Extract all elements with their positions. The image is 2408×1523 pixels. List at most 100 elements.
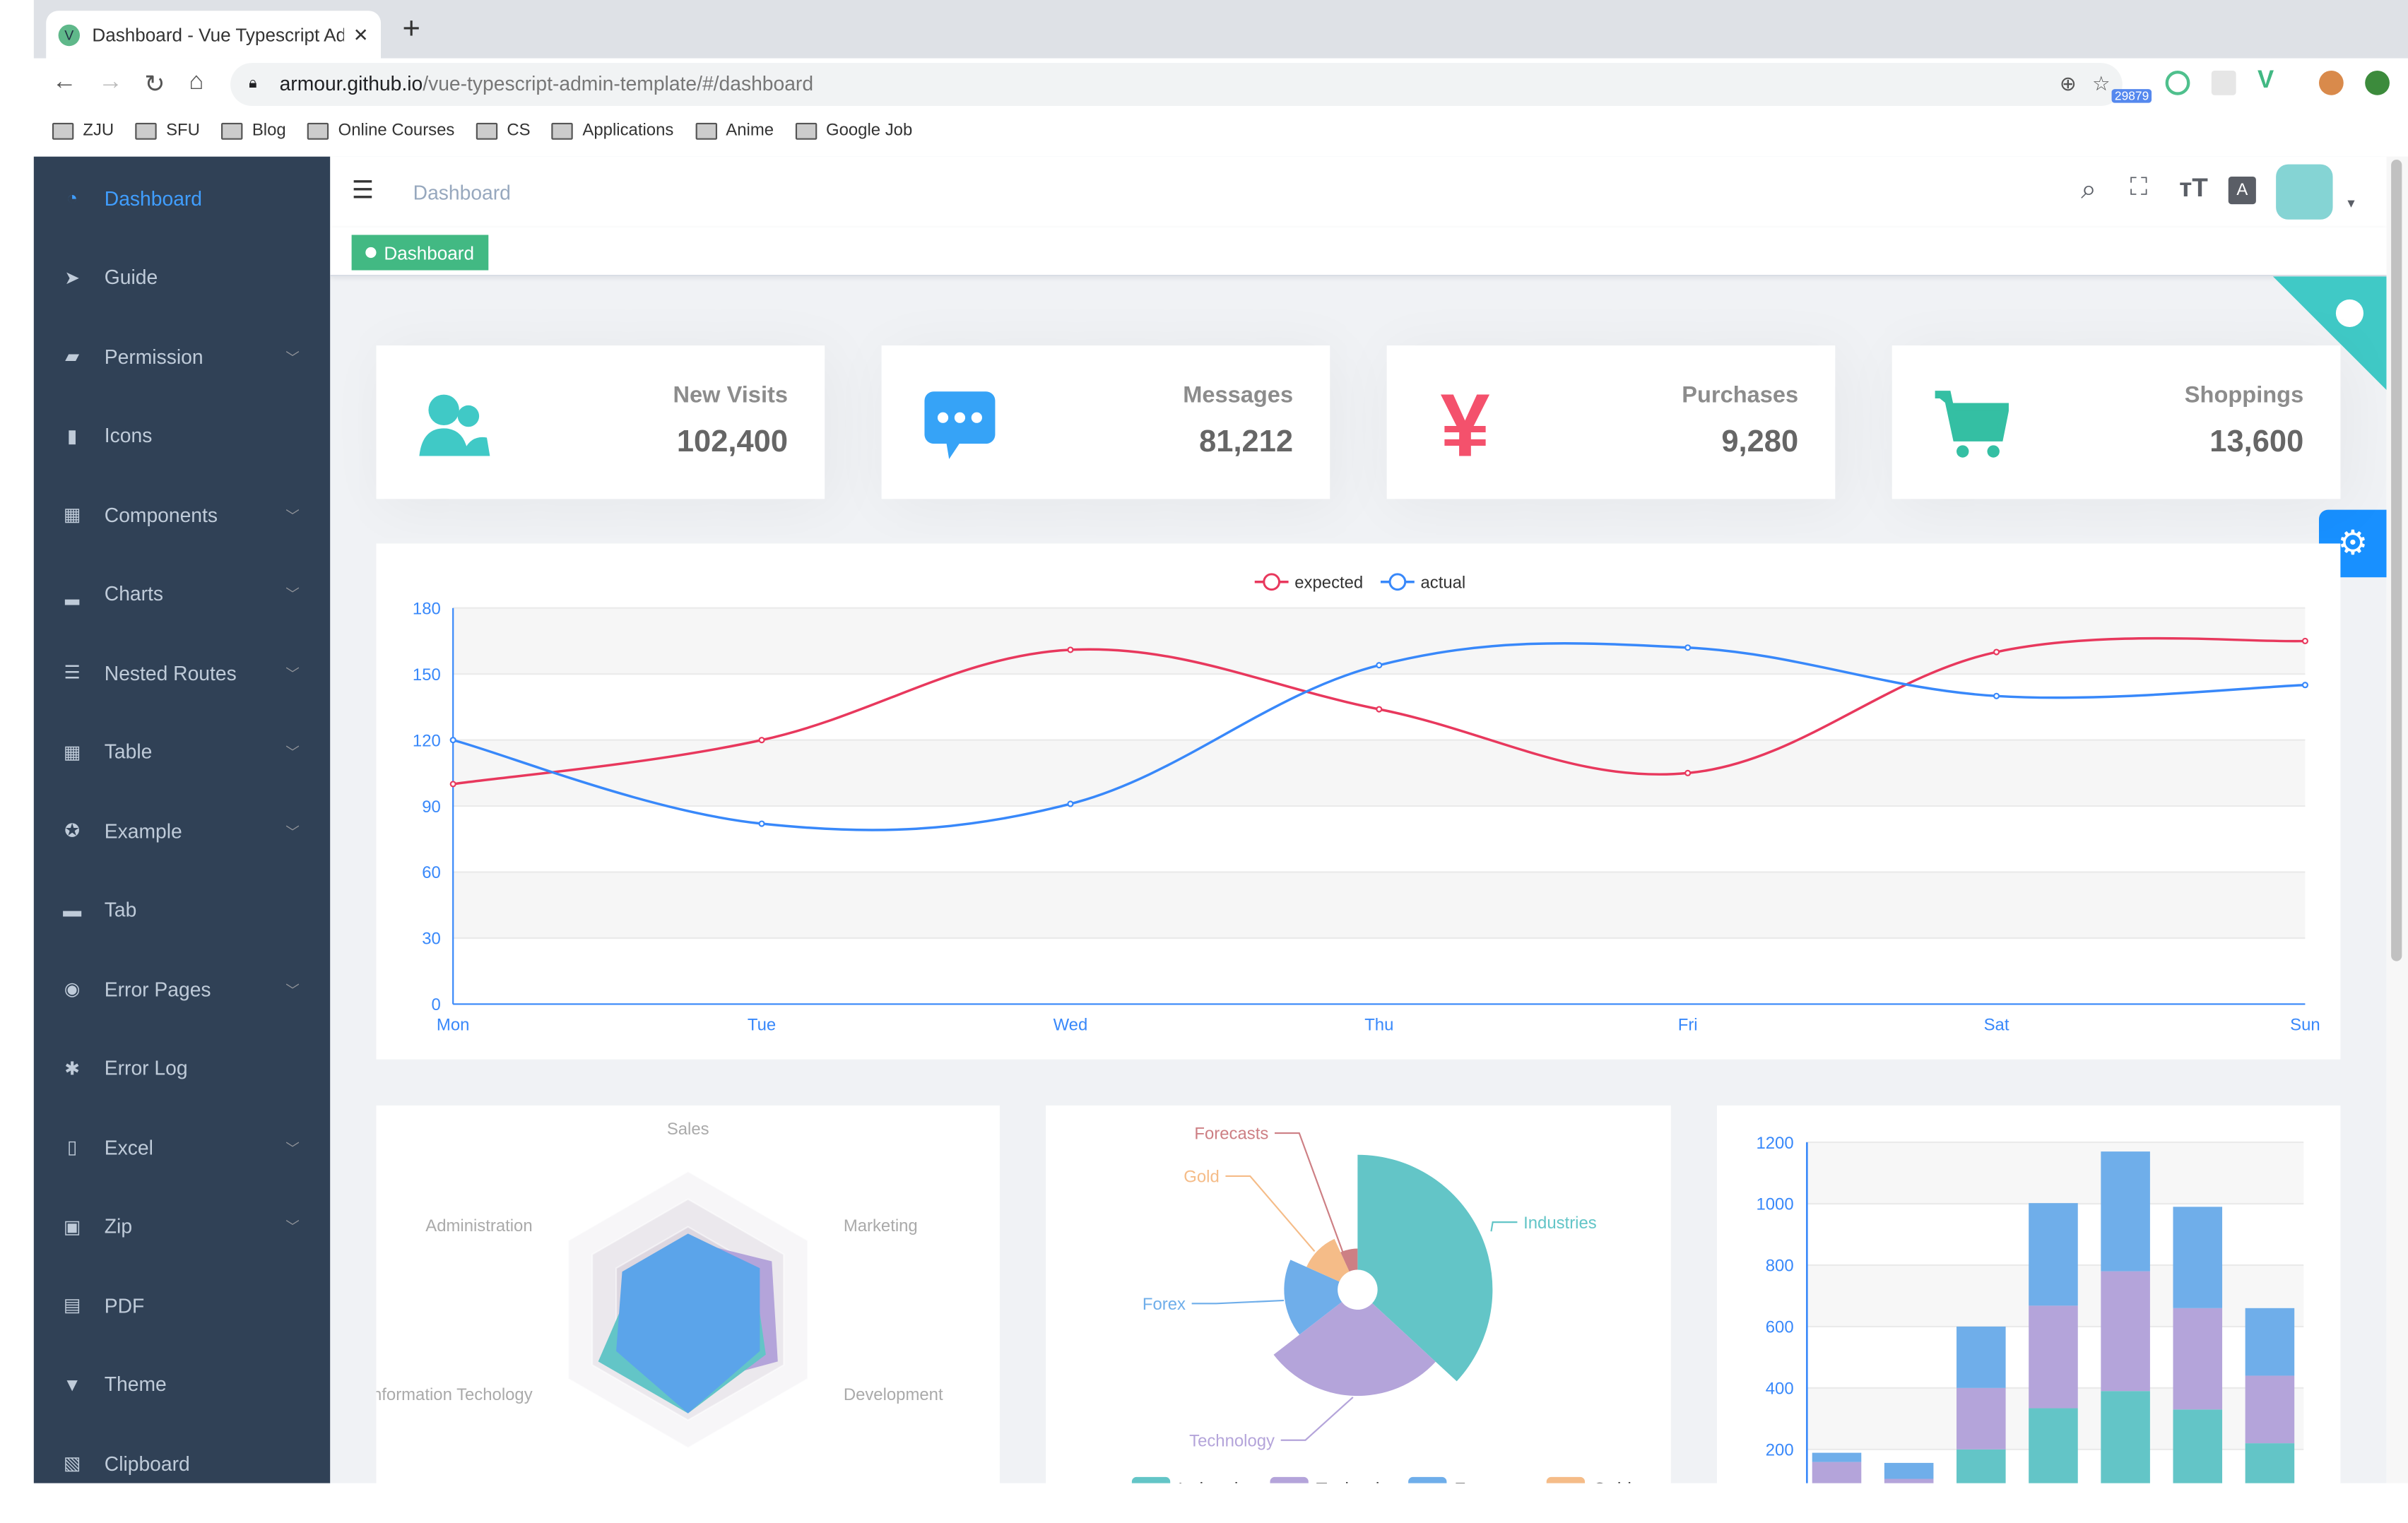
sidebar-item-dashboard[interactable]: ◔ Dashboard <box>34 160 330 237</box>
x-tick-label: Sat <box>1984 1015 2009 1034</box>
bookmark-item[interactable]: CS <box>476 122 531 140</box>
back-icon[interactable]: ← <box>52 69 77 95</box>
stat-card-messages[interactable]: Messages 81,212 <box>881 345 1330 499</box>
bar-segment <box>2101 1271 2150 1392</box>
sidebar-item-zip[interactable]: ▣ Zip ﹀ <box>34 1187 330 1264</box>
bookmark-star-icon[interactable]: ☆ <box>2092 72 2111 95</box>
sidebar-item-permission[interactable]: ▰ Permission ﹀ <box>34 318 330 395</box>
sidebar-item-label: Permission <box>104 344 203 368</box>
bookmark-item[interactable]: Anime <box>695 122 774 140</box>
sidebar-item-components[interactable]: ▦ Components ﹀ <box>34 476 330 553</box>
bookmark-item[interactable]: SFU <box>135 122 200 140</box>
stat-card-new-visits[interactable]: New Visits 102,400 <box>376 345 825 499</box>
y-tick-label: 1200 <box>1756 1134 1793 1153</box>
data-point <box>449 781 456 788</box>
svg-text:¥: ¥ <box>1440 386 1489 463</box>
y-tick-label: 90 <box>422 798 441 817</box>
pie-slice-industries <box>1357 1154 1493 1382</box>
data-point <box>1993 692 2000 699</box>
y-tick-label: 180 <box>413 599 441 618</box>
radar-indicator-label: Information Techology <box>377 1385 533 1404</box>
tag-dashboard[interactable]: Dashboard <box>351 235 488 271</box>
bookmark-item[interactable]: Google Job <box>795 122 912 140</box>
pie-label: Forecasts <box>1194 1125 1268 1144</box>
grammarly-extension-icon[interactable] <box>2165 70 2190 95</box>
bar-segment <box>1884 1478 1934 1483</box>
bookmark-item[interactable]: Blog <box>221 121 286 140</box>
chevron-down-icon: ﹀ <box>285 349 300 365</box>
y-tick-label: 200 <box>1766 1440 1794 1459</box>
chevron-down-icon: ﹀ <box>285 665 300 681</box>
sidebar-item-label: Table <box>104 740 153 764</box>
browser-tab[interactable]: V Dashboard - Vue Typescript Admin Templ… <box>46 11 382 59</box>
sidebar-item-label: Dashboard <box>104 186 203 210</box>
pie-label-line <box>1225 1175 1316 1252</box>
theme-icon: ▼ <box>63 1373 82 1395</box>
sidebar-item-label: Zip <box>104 1214 133 1238</box>
components-icon: ▦ <box>63 503 81 526</box>
sidebar-item-error-log[interactable]: ✱ Error Log <box>34 1029 330 1106</box>
bookmark-item[interactable]: Applications <box>551 122 673 140</box>
404-icon: ◉ <box>64 978 81 1000</box>
sidebar: ◔ Dashboard ➤ Guide ▰ Permission ﹀ ▮ Icons ▦ Compo… <box>33 156 331 1483</box>
sidebar-item-table[interactable]: ▦ Table ﹀ <box>34 713 330 790</box>
scrollbar-thumb[interactable] <box>2391 160 2402 961</box>
bar-segment <box>2029 1408 2078 1483</box>
stat-card-purchases[interactable]: ¥ Purchases 9,280 <box>1386 345 1836 499</box>
url-bar[interactable]: 🔒︎ armour.github.io/vue-typescript-admin… <box>230 63 2123 106</box>
main-content: ☰ Dashboard ⌕ ⛶ тT A ▼ Dashboard ⚙ New V… <box>330 156 2387 1483</box>
reload-icon[interactable]: ↻ <box>144 72 165 99</box>
x-tick-label: Mon <box>437 1015 469 1034</box>
extension-badge[interactable]: 29879 <box>2111 89 2152 103</box>
dashboard-icon: ◔ <box>66 187 78 209</box>
sidebar-item-example[interactable]: ✪ Example ﹀ <box>34 793 330 870</box>
sidebar-item-label: Error Log <box>104 1056 188 1079</box>
github-corner-icon[interactable] <box>2272 276 2387 391</box>
bookmark-label: Online Courses <box>338 121 455 140</box>
hamburger-icon[interactable]: ☰ <box>351 178 374 205</box>
chart-icon: ▂ <box>65 582 80 605</box>
update-icon[interactable] <box>2365 70 2390 95</box>
new-tab-icon[interactable]: + <box>402 12 420 47</box>
profile-avatar[interactable] <box>2318 70 2344 95</box>
react-extension-icon[interactable] <box>2211 70 2236 95</box>
vue-devtools-icon[interactable]: V <box>2258 67 2274 94</box>
sidebar-item-charts[interactable]: ▂ Charts ﹀ <box>34 555 330 632</box>
scrollbar[interactable] <box>2386 156 2408 1483</box>
close-tab-icon[interactable]: ✕ <box>353 23 369 46</box>
sidebar-item-clipboard[interactable]: ▧ Clipboard <box>34 1425 330 1502</box>
stat-card-shoppings[interactable]: Shoppings 13,600 <box>1891 345 2341 499</box>
y-tick-label: 1000 <box>1756 1195 1793 1214</box>
search-icon[interactable]: ⌕ <box>2081 173 2097 205</box>
bar-segment <box>2173 1207 2223 1308</box>
sidebar-item-excel[interactable]: ▯ Excel ﹀ <box>34 1108 330 1185</box>
bookmark-label: Blog <box>252 121 286 140</box>
sidebar-item-theme[interactable]: ▼ Theme <box>34 1346 330 1423</box>
language-icon[interactable]: A <box>2228 176 2256 205</box>
bookmark-item[interactable]: Online Courses <box>307 122 454 140</box>
legend-label: actual <box>1420 573 1465 592</box>
sidebar-item-tab[interactable]: ▬ Tab <box>34 871 330 948</box>
card-value: 102,400 <box>676 425 789 459</box>
data-point <box>449 737 456 744</box>
card-value: 81,212 <box>1199 425 1294 459</box>
sidebar-item-icons[interactable]: ▮ Icons <box>34 397 330 474</box>
data-point <box>1067 800 1074 807</box>
forward-icon[interactable]: → <box>98 69 123 95</box>
fullscreen-icon[interactable]: ⛶ <box>2130 174 2147 201</box>
bookmark-item[interactable]: ZJU <box>52 122 114 140</box>
data-point <box>758 820 765 827</box>
zoom-add-icon[interactable]: ⊕ <box>2059 72 2077 95</box>
sidebar-item-guide[interactable]: ➤ Guide <box>34 239 330 316</box>
bar-segment <box>1884 1462 1934 1479</box>
y-tick-label: 30 <box>422 930 441 949</box>
caret-down-icon[interactable]: ▼ <box>2344 196 2358 211</box>
home-icon[interactable]: ⌂ <box>189 69 204 95</box>
user-avatar[interactable] <box>2276 164 2333 220</box>
sidebar-item-pdf[interactable]: ▤ PDF <box>34 1267 330 1344</box>
y-tick-label: 150 <box>413 665 441 685</box>
example-icon: ✪ <box>64 819 81 842</box>
size-icon[interactable]: тT <box>2179 173 2208 203</box>
sidebar-item-error-pages[interactable]: ◉ Error Pages ﹀ <box>34 950 330 1027</box>
sidebar-item-nested-routes[interactable]: ☰ Nested Routes ﹀ <box>34 634 330 711</box>
